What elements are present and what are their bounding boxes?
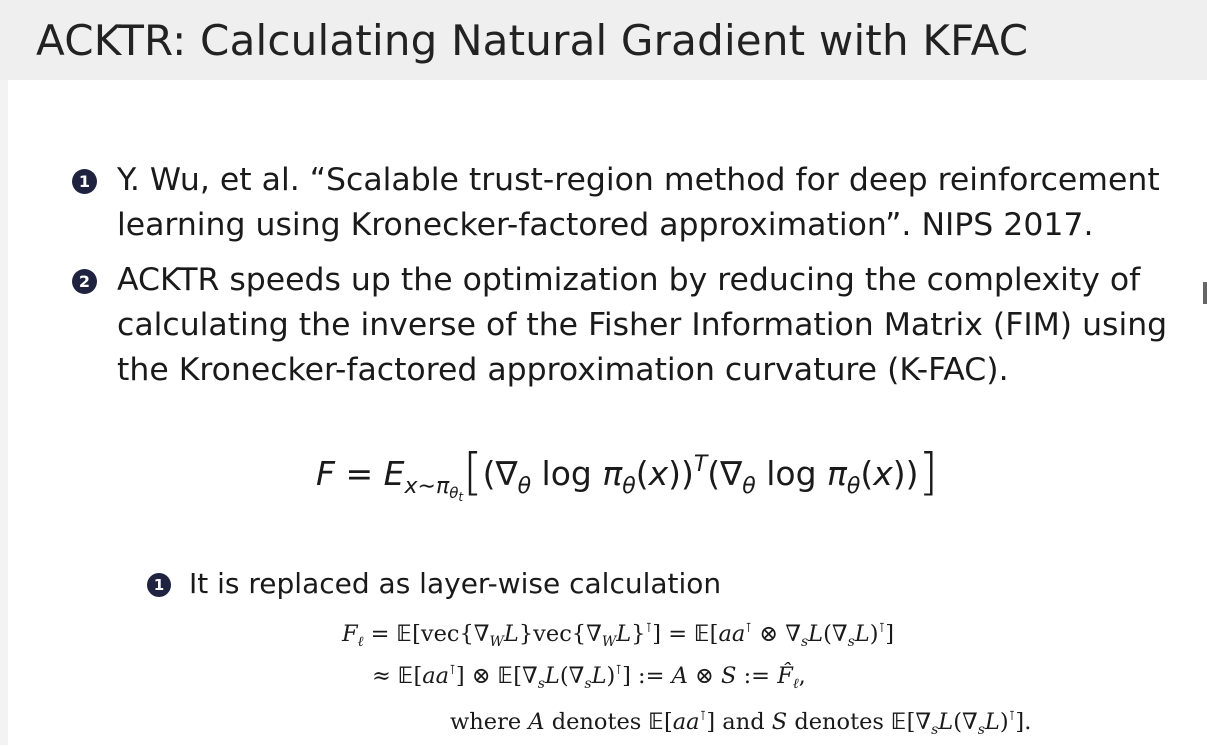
- list-item-line: ACKTR speeds up the optimization by redu…: [117, 262, 1141, 298]
- slide-title: ACKTR: Calculating Natural Gradient with…: [36, 16, 1029, 65]
- list-item-line: calculating the inverse of the Fisher In…: [117, 307, 1168, 343]
- sub-list-item-text: It is replaced as layer-wise calculation: [189, 567, 722, 600]
- list-item-line: the Kronecker-factored approximation cur…: [117, 352, 1009, 388]
- kfac-equation-line-1: Fℓ = 𝔼[vec{∇WL}vec{∇WL}⊺] = 𝔼[aa⊺ ⊗ ∇sL(…: [342, 621, 895, 650]
- list-item-line: learning using Kronecker-factored approx…: [117, 207, 1094, 243]
- scroll-indicator: [1203, 282, 1207, 304]
- title-bar: ACKTR: Calculating Natural Gradient with…: [0, 0, 1207, 80]
- list-item-text: ACKTR speeds up the optimization by redu…: [117, 258, 1167, 393]
- kfac-equation-line-3: where A denotes 𝔼[aa⊺] and S denotes 𝔼[∇…: [450, 709, 1032, 738]
- list-item-line: Y. Wu, et al. “Scalable trust-region met…: [117, 162, 1160, 198]
- list-item-text: Y. Wu, et al. “Scalable trust-region met…: [117, 158, 1160, 248]
- kfac-equation-line-2: ≈ 𝔼[aa⊺] ⊗ 𝔼[∇sL(∇sL)⊺] := A ⊗ S := F̂ℓ,: [372, 663, 806, 692]
- fisher-equation: F = Ex∼πθt[(∇θ log πθ(x))T(∇θ log πθ(x))…: [316, 443, 939, 504]
- bullet-number: 2: [72, 269, 97, 294]
- slide-edge: [0, 80, 8, 745]
- bullet-number: 1: [72, 169, 97, 194]
- bullet-number: 1: [147, 573, 171, 597]
